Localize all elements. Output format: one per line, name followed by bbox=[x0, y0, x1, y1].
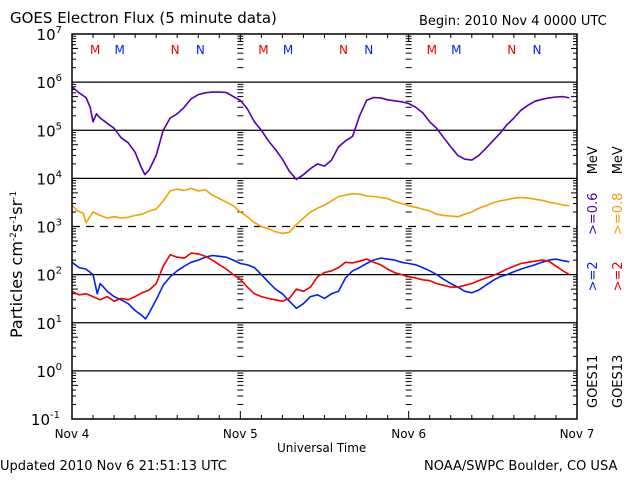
marker-n-goes11: N bbox=[533, 43, 542, 57]
x-tick-label: Nov 4 bbox=[55, 427, 90, 441]
marker-m-goes11: M bbox=[115, 43, 125, 57]
credit-text: NOAA/SWPC Boulder, CO USA bbox=[424, 459, 618, 474]
y-axis-label: Particles cm-2s-1sr-1 bbox=[7, 190, 26, 338]
marker-n-goes11: N bbox=[364, 43, 373, 57]
marker-m-goes13: M bbox=[90, 43, 100, 57]
marker-m-goes13: M bbox=[427, 43, 437, 57]
marker-m-goes11: M bbox=[283, 43, 293, 57]
legend-goes11-col: GOES11 >=2 >=0.6 MeV bbox=[586, 146, 601, 408]
updated-time: Updated 2010 Nov 6 21:51:13 UTC bbox=[0, 459, 227, 474]
axis-ticks bbox=[71, 34, 578, 419]
legend-unit-2: MeV bbox=[611, 146, 626, 175]
y-tick-label: 104 bbox=[37, 169, 62, 188]
y-tick-label: 10-1 bbox=[31, 410, 60, 429]
x-axis-label: Universal Time bbox=[277, 441, 367, 455]
chart-title: GOES Electron Flux (5 minute data) bbox=[10, 9, 277, 27]
marker-m-goes13: M bbox=[258, 43, 268, 57]
legend-unit-1: MeV bbox=[586, 146, 601, 175]
y-tick-label: 106 bbox=[37, 73, 62, 92]
x-tick-labels: Nov 4 Nov 5 Nov 6 Nov 7 bbox=[55, 427, 595, 441]
series-goes11-2-mev bbox=[71, 254, 570, 320]
legend-goes13-08mev: >=0.8 bbox=[611, 192, 626, 236]
series-goes13-2-mev bbox=[71, 252, 570, 302]
legend-goes13-label: GOES13 bbox=[611, 354, 626, 408]
series-goes11-0-6-mev bbox=[71, 86, 570, 181]
begin-time: Begin: 2010 Nov 4 0000 UTC bbox=[419, 14, 607, 29]
series-lines bbox=[71, 86, 570, 320]
legend-goes13-col: GOES13 >=2 >=0.8 MeV bbox=[611, 146, 626, 408]
legend-goes11-2mev: >=2 bbox=[586, 261, 601, 292]
y-tick-label: 105 bbox=[37, 121, 62, 140]
grid-lines bbox=[72, 81, 577, 372]
legend-goes13-2mev: >=2 bbox=[611, 261, 626, 292]
x-tick-label: Nov 5 bbox=[223, 427, 258, 441]
legend-goes11-06mev: >=0.6 bbox=[586, 192, 601, 236]
series-goes13-0-8-mev bbox=[71, 187, 570, 235]
y-tick-label: 103 bbox=[37, 218, 62, 237]
y-tick-label: 102 bbox=[37, 266, 62, 285]
marker-n-goes11: N bbox=[196, 43, 205, 57]
legend-goes11-label: GOES11 bbox=[586, 354, 601, 408]
marker-n-goes13: N bbox=[507, 43, 516, 57]
y-tick-label: 100 bbox=[37, 362, 62, 381]
plot-frame bbox=[71, 33, 578, 420]
marker-m-goes11: M bbox=[451, 43, 461, 57]
marker-n-goes13: N bbox=[171, 43, 180, 57]
y-tick-label: 101 bbox=[37, 314, 62, 333]
y-tick-labels: 107 106 105 104 103 102 101 100 10-1 bbox=[31, 25, 62, 429]
marker-n-goes13: N bbox=[339, 43, 348, 57]
y-tick-label: 107 bbox=[37, 25, 62, 44]
x-tick-label: Nov 6 bbox=[391, 427, 426, 441]
x-tick-label: Nov 7 bbox=[560, 427, 595, 441]
